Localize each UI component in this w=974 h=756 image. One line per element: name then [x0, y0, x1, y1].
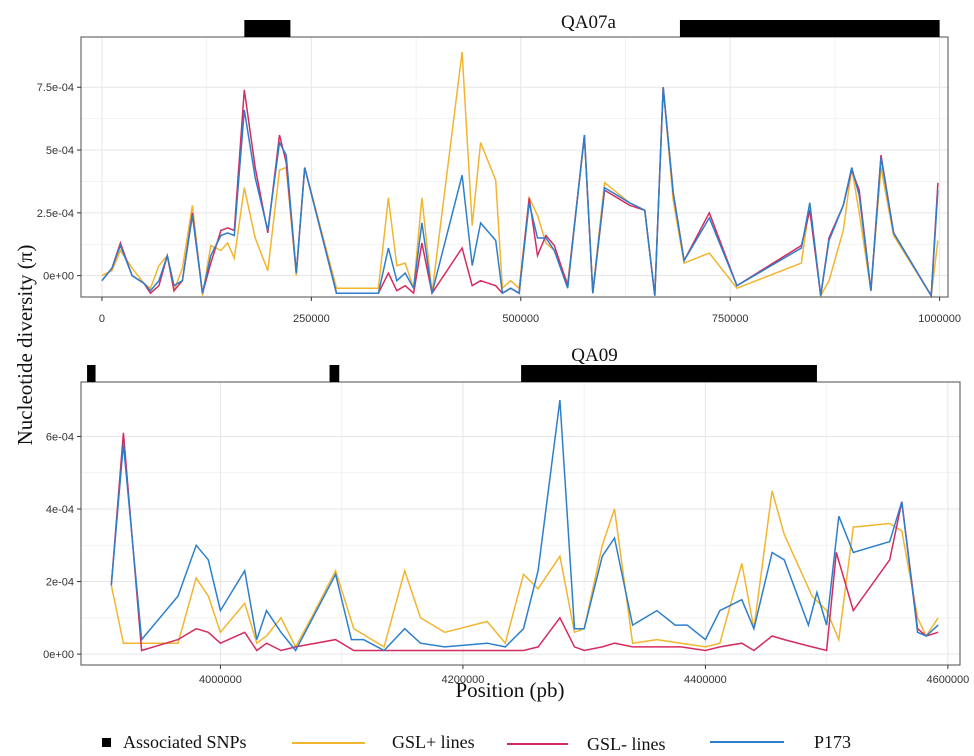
x-tick-label: 0	[99, 313, 105, 325]
y-tick-label: 4e-04	[46, 504, 74, 516]
panel-qa09: 4000000 4200000 4400000 4600000 0e+00 2e-04 4e…	[43, 345, 969, 686]
x-tick-label: 4600000	[926, 674, 969, 686]
panel-border	[80, 36, 949, 298]
panel-title: QA09	[571, 345, 617, 366]
x-axis-label: Position (pb)	[455, 678, 564, 702]
y-axis-label: Nucleotide diversity (π)	[13, 245, 37, 446]
series-line-gsl-minus	[110, 432, 939, 652]
legend-gsl-plus-label: GSL+ lines	[392, 732, 475, 752]
snp-region-bar	[521, 365, 817, 382]
x-tick-label: 750000	[712, 313, 749, 325]
panel-qa07a: 0 250000 500000 750000 1000000 0e+00 2.5e-04 5e…	[37, 12, 961, 325]
y-tick-label: 2.5e-04	[37, 208, 74, 220]
x-tick-label: 250000	[293, 313, 330, 325]
y-tick-label: 6e-04	[46, 431, 74, 443]
panel-border	[80, 381, 961, 666]
panel-title: QA07a	[561, 12, 616, 33]
y-tick-label: 2e-04	[46, 577, 74, 589]
snp-region-bar	[87, 365, 96, 382]
legend-snp-marker	[102, 738, 111, 747]
legend-snp-label: Associated SNPs	[123, 732, 247, 752]
panel-background	[81, 382, 960, 665]
x-tick-label: 4000000	[199, 674, 242, 686]
snp-region-bar	[244, 20, 291, 37]
panel-background	[81, 37, 948, 297]
y-tick-label: 0e+00	[43, 271, 74, 283]
y-tick-label: 0e+00	[43, 649, 74, 661]
x-tick-label: 4400000	[684, 674, 727, 686]
series-line-p173	[101, 87, 939, 299]
legend-p173-label: P173	[814, 732, 851, 752]
series-line-gsl-plus	[110, 490, 939, 649]
y-tick-label: 5e-04	[46, 145, 74, 157]
x-tick-label: 1000000	[918, 313, 961, 325]
series-line-p173	[110, 400, 939, 652]
legend-gsl-minus-label: GSL- lines	[587, 734, 666, 754]
x-tick-label: 500000	[502, 313, 539, 325]
y-tick-label: 7.5e-04	[37, 82, 74, 94]
snp-region-bar	[329, 365, 340, 382]
snp-region-bar	[679, 20, 940, 37]
legend: Associated SNPs GSL+ lines GSL- lines P1…	[102, 732, 851, 754]
x-tick-label: 4200000	[441, 674, 484, 686]
